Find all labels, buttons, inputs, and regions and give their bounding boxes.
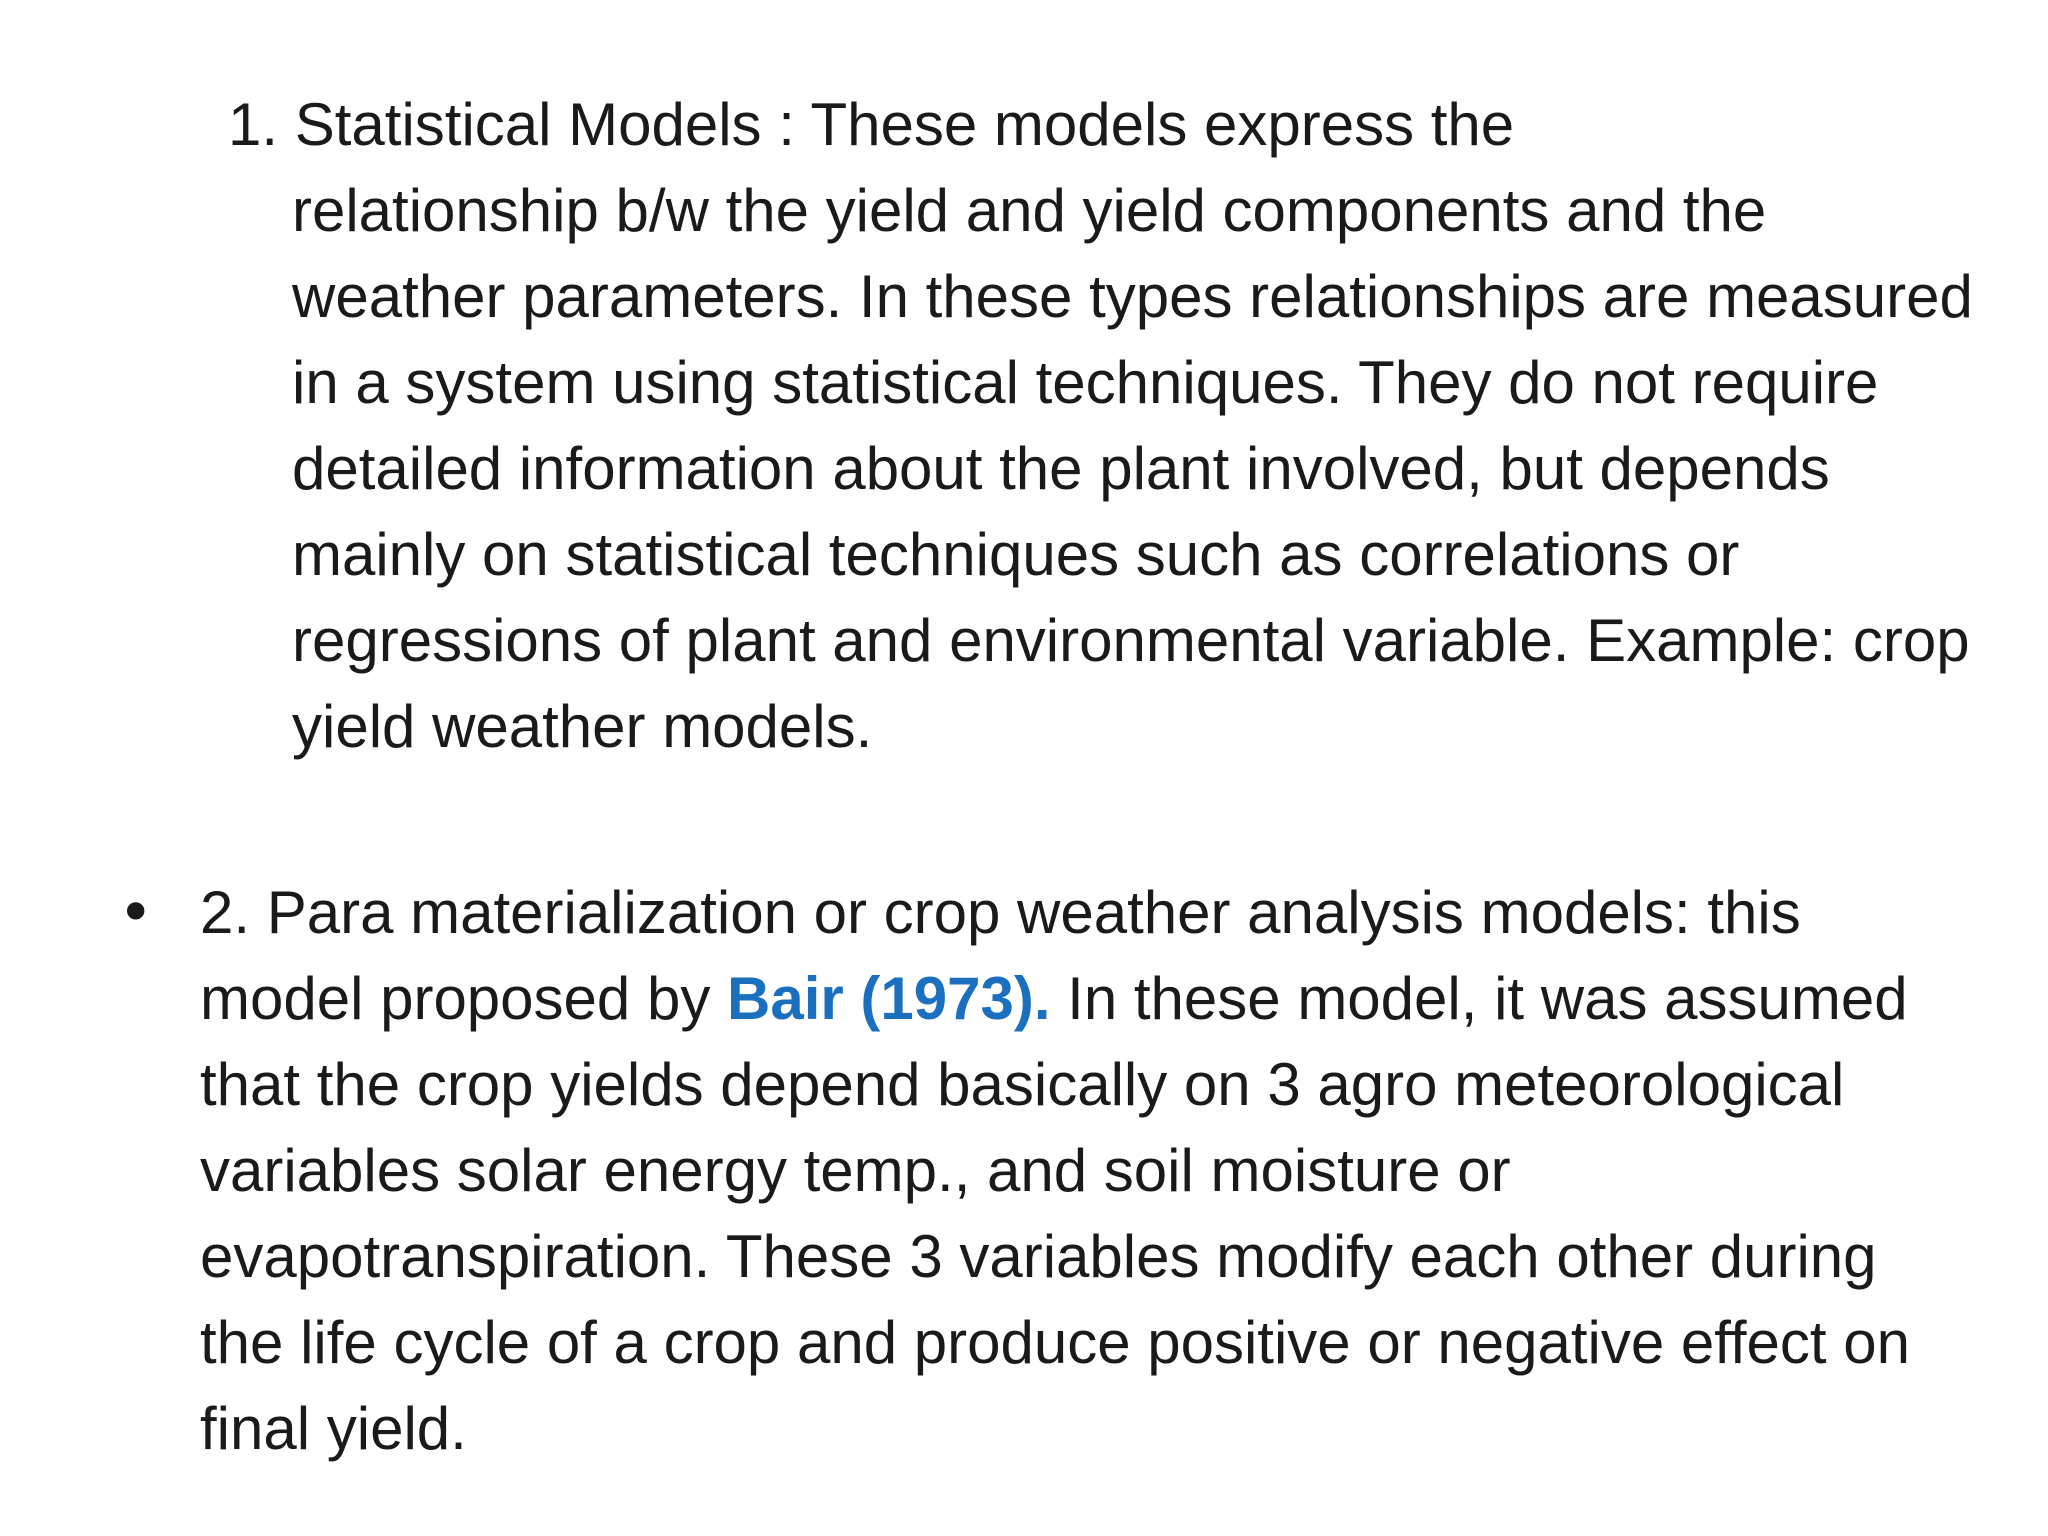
statistical-models-continuation: relationship b/w the yield and yield com… — [292, 177, 1973, 760]
para-materialization-paragraph: 2. Para materialization or crop weather … — [200, 870, 1940, 1472]
bullet-icon: • — [118, 878, 154, 948]
para-materialization-text-after: In these model, it was assumed that the … — [200, 965, 1910, 1462]
statistical-models-first-line: 1. Statistical Models : These models exp… — [228, 91, 1515, 158]
para-materialization-text-before: 2. Para materialization or crop weather … — [200, 879, 1801, 1032]
bair-citation: Bair (1973). — [727, 965, 1051, 1032]
statistical-models-paragraph: 1. Statistical Models : These models exp… — [228, 82, 1988, 770]
